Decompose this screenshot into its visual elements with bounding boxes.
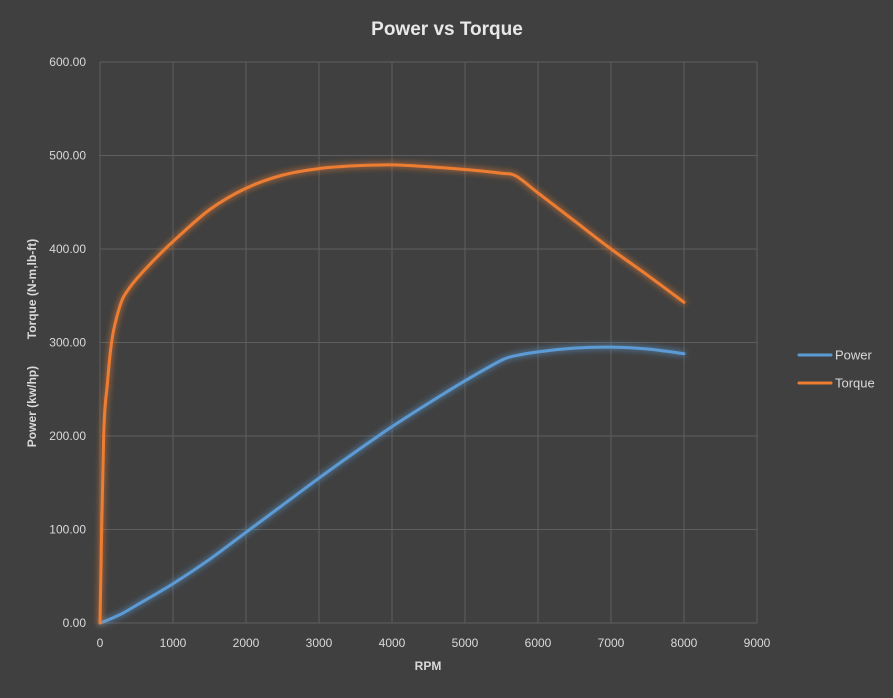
legend-item-power[interactable]: Power [797,348,873,363]
x-tick-label: 8000 [671,636,698,650]
legend-label-power: Power [835,348,873,363]
torque-series-line [98,163,686,625]
y-tick-label: 300.00 [49,336,86,350]
legend-label-torque: Torque [835,376,875,391]
legend-item-torque[interactable]: Torque [797,376,875,391]
y-tick-label: 0.00 [63,616,87,630]
y-tick-label: 500.00 [49,149,86,163]
y-axis-title: Power (kw/hp) Torque (N-m,lb-ft) [25,239,39,447]
y-tick-label: 200.00 [49,429,86,443]
x-tick-label: 2000 [233,636,260,650]
chart-title: Power vs Torque [371,19,523,40]
power-series-line [98,345,686,625]
tick-labels: 0.00 100.00 200.00 300.00 400.00 500.00 600.00… [49,55,770,650]
x-tick-label: 5000 [452,636,479,650]
legend[interactable]: Power Torque [797,348,875,391]
y-tick-label: 100.00 [49,523,86,537]
grid [99,61,758,624]
x-tick-label: 1000 [160,636,187,650]
x-tick-label: 6000 [525,636,552,650]
y-tick-label: 400.00 [49,242,86,256]
x-tick-label: 3000 [306,636,333,650]
x-tick-label: 4000 [379,636,406,650]
x-tick-label: 0 [97,636,104,650]
x-tick-label: 7000 [598,636,625,650]
series [98,163,686,625]
y-tick-label: 600.00 [49,55,86,69]
x-axis-title: RPM [415,659,442,673]
x-tick-label: 9000 [744,636,771,650]
